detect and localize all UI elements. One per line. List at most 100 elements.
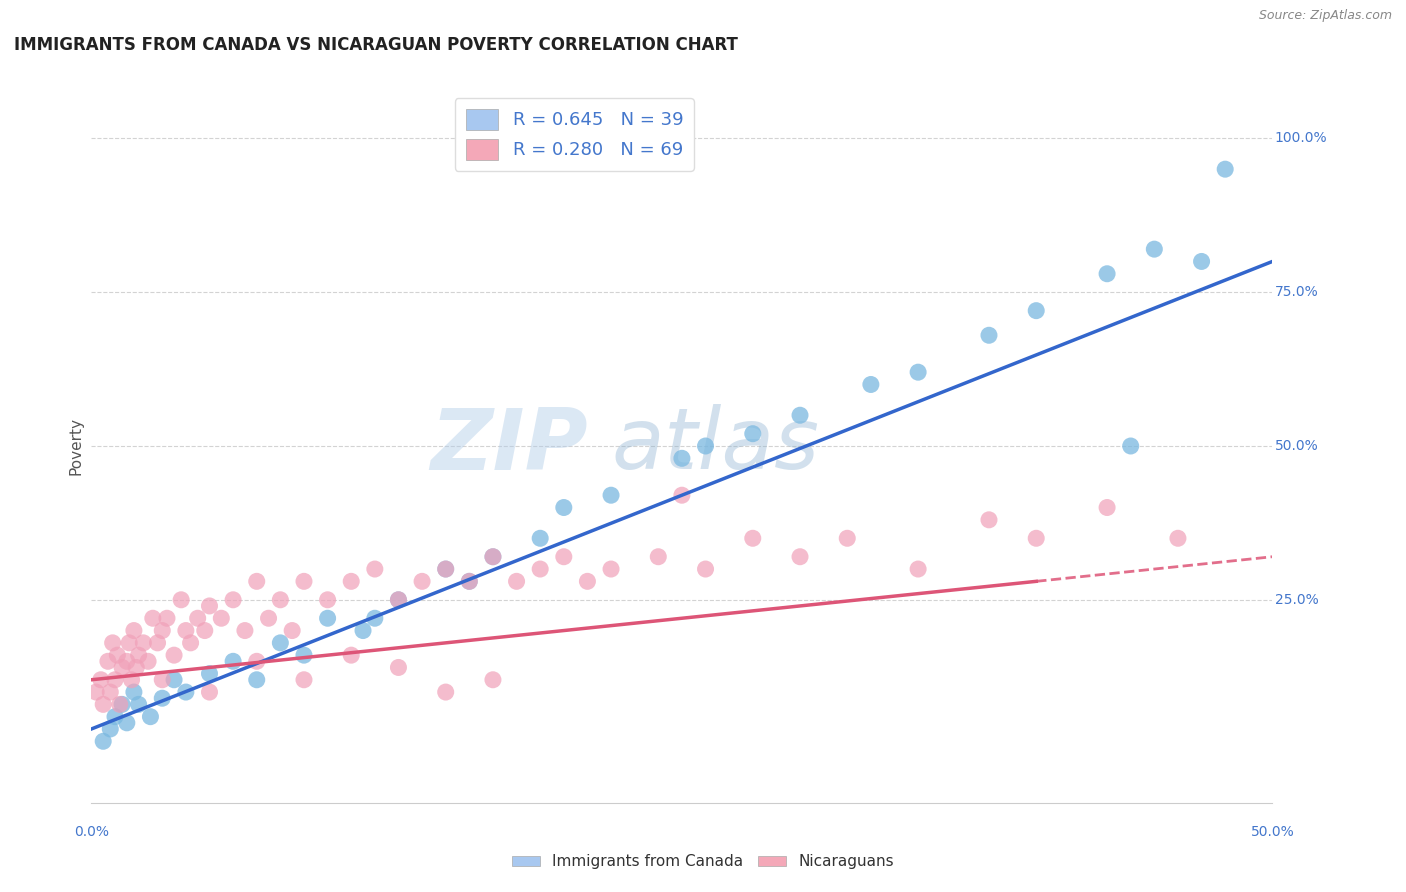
Point (316, 611, 339, 625)
Point (142, 611, 165, 625)
Point (198, 666, 221, 681)
Text: 50.0%: 50.0% (1250, 825, 1295, 839)
Point (434, 562, 457, 576)
Point (91, 734, 114, 748)
Point (505, 574, 527, 589)
Point (150, 624, 173, 638)
Text: 75.0%: 75.0% (1275, 285, 1319, 299)
Point (187, 611, 209, 625)
Text: Source: ZipAtlas.com: Source: ZipAtlas.com (1258, 9, 1392, 22)
Point (91, 698, 114, 712)
Point (101, 636, 124, 650)
Point (97, 654, 120, 668)
Text: 25.0%: 25.0% (1275, 593, 1319, 607)
Point (163, 648, 186, 662)
Point (111, 660, 134, 674)
Point (150, 673, 173, 687)
Point (600, 562, 623, 576)
Point (128, 698, 150, 712)
Point (194, 624, 217, 638)
Point (671, 451, 693, 466)
Point (292, 574, 315, 589)
Y-axis label: Poverty: Poverty (67, 417, 83, 475)
Point (576, 574, 599, 589)
Point (281, 624, 304, 638)
Point (364, 562, 387, 576)
Point (111, 698, 134, 712)
Point (122, 624, 145, 638)
Point (553, 549, 575, 564)
Point (84, 685, 107, 699)
Point (741, 426, 763, 441)
Point (233, 624, 256, 638)
Point (115, 715, 138, 730)
Point (269, 592, 291, 607)
Point (132, 636, 155, 650)
Point (907, 562, 929, 576)
Text: IMMIGRANTS FROM CANADA VS NICARAGUAN POVERTY CORRELATION CHART: IMMIGRANTS FROM CANADA VS NICARAGUAN POV… (14, 36, 738, 54)
Point (292, 648, 315, 662)
Point (198, 599, 221, 613)
Point (174, 685, 197, 699)
Point (150, 691, 173, 706)
Point (121, 673, 143, 687)
Point (1119, 439, 1142, 453)
Point (529, 562, 551, 576)
Point (98, 685, 121, 699)
Point (387, 592, 409, 607)
Point (139, 709, 162, 723)
Text: 0.0%: 0.0% (75, 825, 108, 839)
Point (1095, 267, 1118, 281)
Point (246, 673, 269, 687)
Point (269, 636, 291, 650)
Point (104, 673, 127, 687)
Point (1143, 242, 1166, 256)
Point (222, 592, 245, 607)
Point (170, 592, 193, 607)
Point (125, 660, 148, 674)
Point (105, 648, 128, 662)
Point (340, 648, 363, 662)
Point (458, 574, 481, 589)
Point (529, 531, 551, 545)
Point (90, 673, 112, 687)
Point (1213, 162, 1236, 177)
Point (741, 531, 763, 545)
Legend: R = 0.645   N = 39, R = 0.280   N = 69: R = 0.645 N = 39, R = 0.280 N = 69 (454, 98, 695, 170)
Point (128, 648, 150, 662)
Point (387, 592, 409, 607)
Point (136, 654, 159, 668)
Point (859, 377, 882, 392)
Point (163, 673, 186, 687)
Point (146, 636, 169, 650)
Point (482, 549, 505, 564)
Text: 50.0%: 50.0% (1275, 439, 1319, 453)
Text: atlas: atlas (612, 404, 820, 488)
Point (1167, 531, 1189, 545)
Point (458, 574, 481, 589)
Point (1025, 303, 1047, 318)
Point (209, 611, 232, 625)
Point (98, 722, 121, 736)
Point (1191, 254, 1213, 268)
Point (647, 549, 669, 564)
Point (977, 328, 1000, 343)
Point (695, 439, 717, 453)
Point (156, 611, 179, 625)
Point (434, 562, 457, 576)
Point (246, 654, 269, 668)
Point (977, 513, 1000, 527)
Point (122, 685, 145, 699)
Point (108, 698, 131, 712)
Point (411, 574, 433, 589)
Point (316, 592, 339, 607)
Text: 100.0%: 100.0% (1275, 131, 1327, 145)
Point (257, 611, 280, 625)
Point (387, 660, 409, 674)
Point (174, 624, 197, 638)
Point (340, 574, 363, 589)
Point (553, 500, 575, 515)
Point (482, 673, 505, 687)
Point (434, 685, 457, 699)
Point (837, 531, 859, 545)
